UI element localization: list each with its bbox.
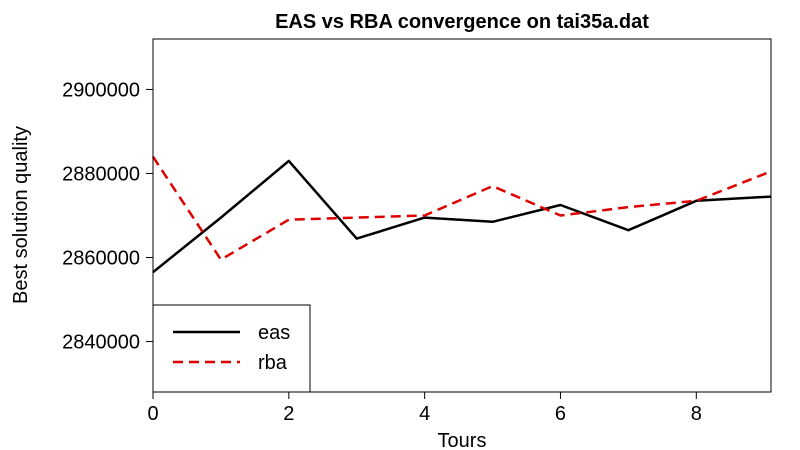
legend-label-rba: rba bbox=[258, 352, 288, 374]
legend-box bbox=[152, 304, 311, 393]
x-ticks: 0 2 4 6 8 bbox=[147, 392, 702, 425]
chart-title: EAS vs RBA convergence on tai35a.dat bbox=[275, 11, 649, 33]
x-tick-label: 8 bbox=[691, 403, 702, 425]
x-tick-label: 6 bbox=[555, 403, 566, 425]
x-tick-label: 2 bbox=[283, 403, 294, 425]
y-tick-label: 2880000 bbox=[62, 163, 140, 185]
legend: eas rba bbox=[152, 304, 311, 393]
x-tick-label: 0 bbox=[147, 403, 158, 425]
legend-label-eas: eas bbox=[258, 322, 290, 344]
y-tick-label: 2840000 bbox=[62, 332, 140, 354]
y-ticks: 2840000 2860000 2880000 2900000 bbox=[62, 79, 153, 354]
x-tick-label: 4 bbox=[419, 403, 430, 425]
y-axis-label: Best solution quality bbox=[10, 126, 32, 304]
series-lines bbox=[151, 156, 772, 274]
x-axis-label: Tours bbox=[438, 430, 487, 450]
y-tick-label: 2900000 bbox=[62, 79, 140, 101]
series-line-rba bbox=[151, 156, 772, 261]
series-line-eas bbox=[152, 159, 772, 274]
y-tick-label: 2860000 bbox=[62, 248, 140, 270]
